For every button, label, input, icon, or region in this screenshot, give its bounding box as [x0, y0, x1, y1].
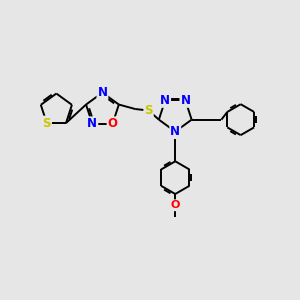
Text: N: N — [98, 86, 107, 99]
Text: N: N — [160, 94, 170, 107]
Text: N: N — [170, 125, 180, 138]
Text: N: N — [87, 117, 97, 130]
Text: O: O — [171, 200, 180, 210]
Text: O: O — [108, 117, 118, 130]
Text: N: N — [180, 94, 190, 107]
Text: S: S — [43, 117, 51, 130]
Text: S: S — [144, 104, 153, 117]
